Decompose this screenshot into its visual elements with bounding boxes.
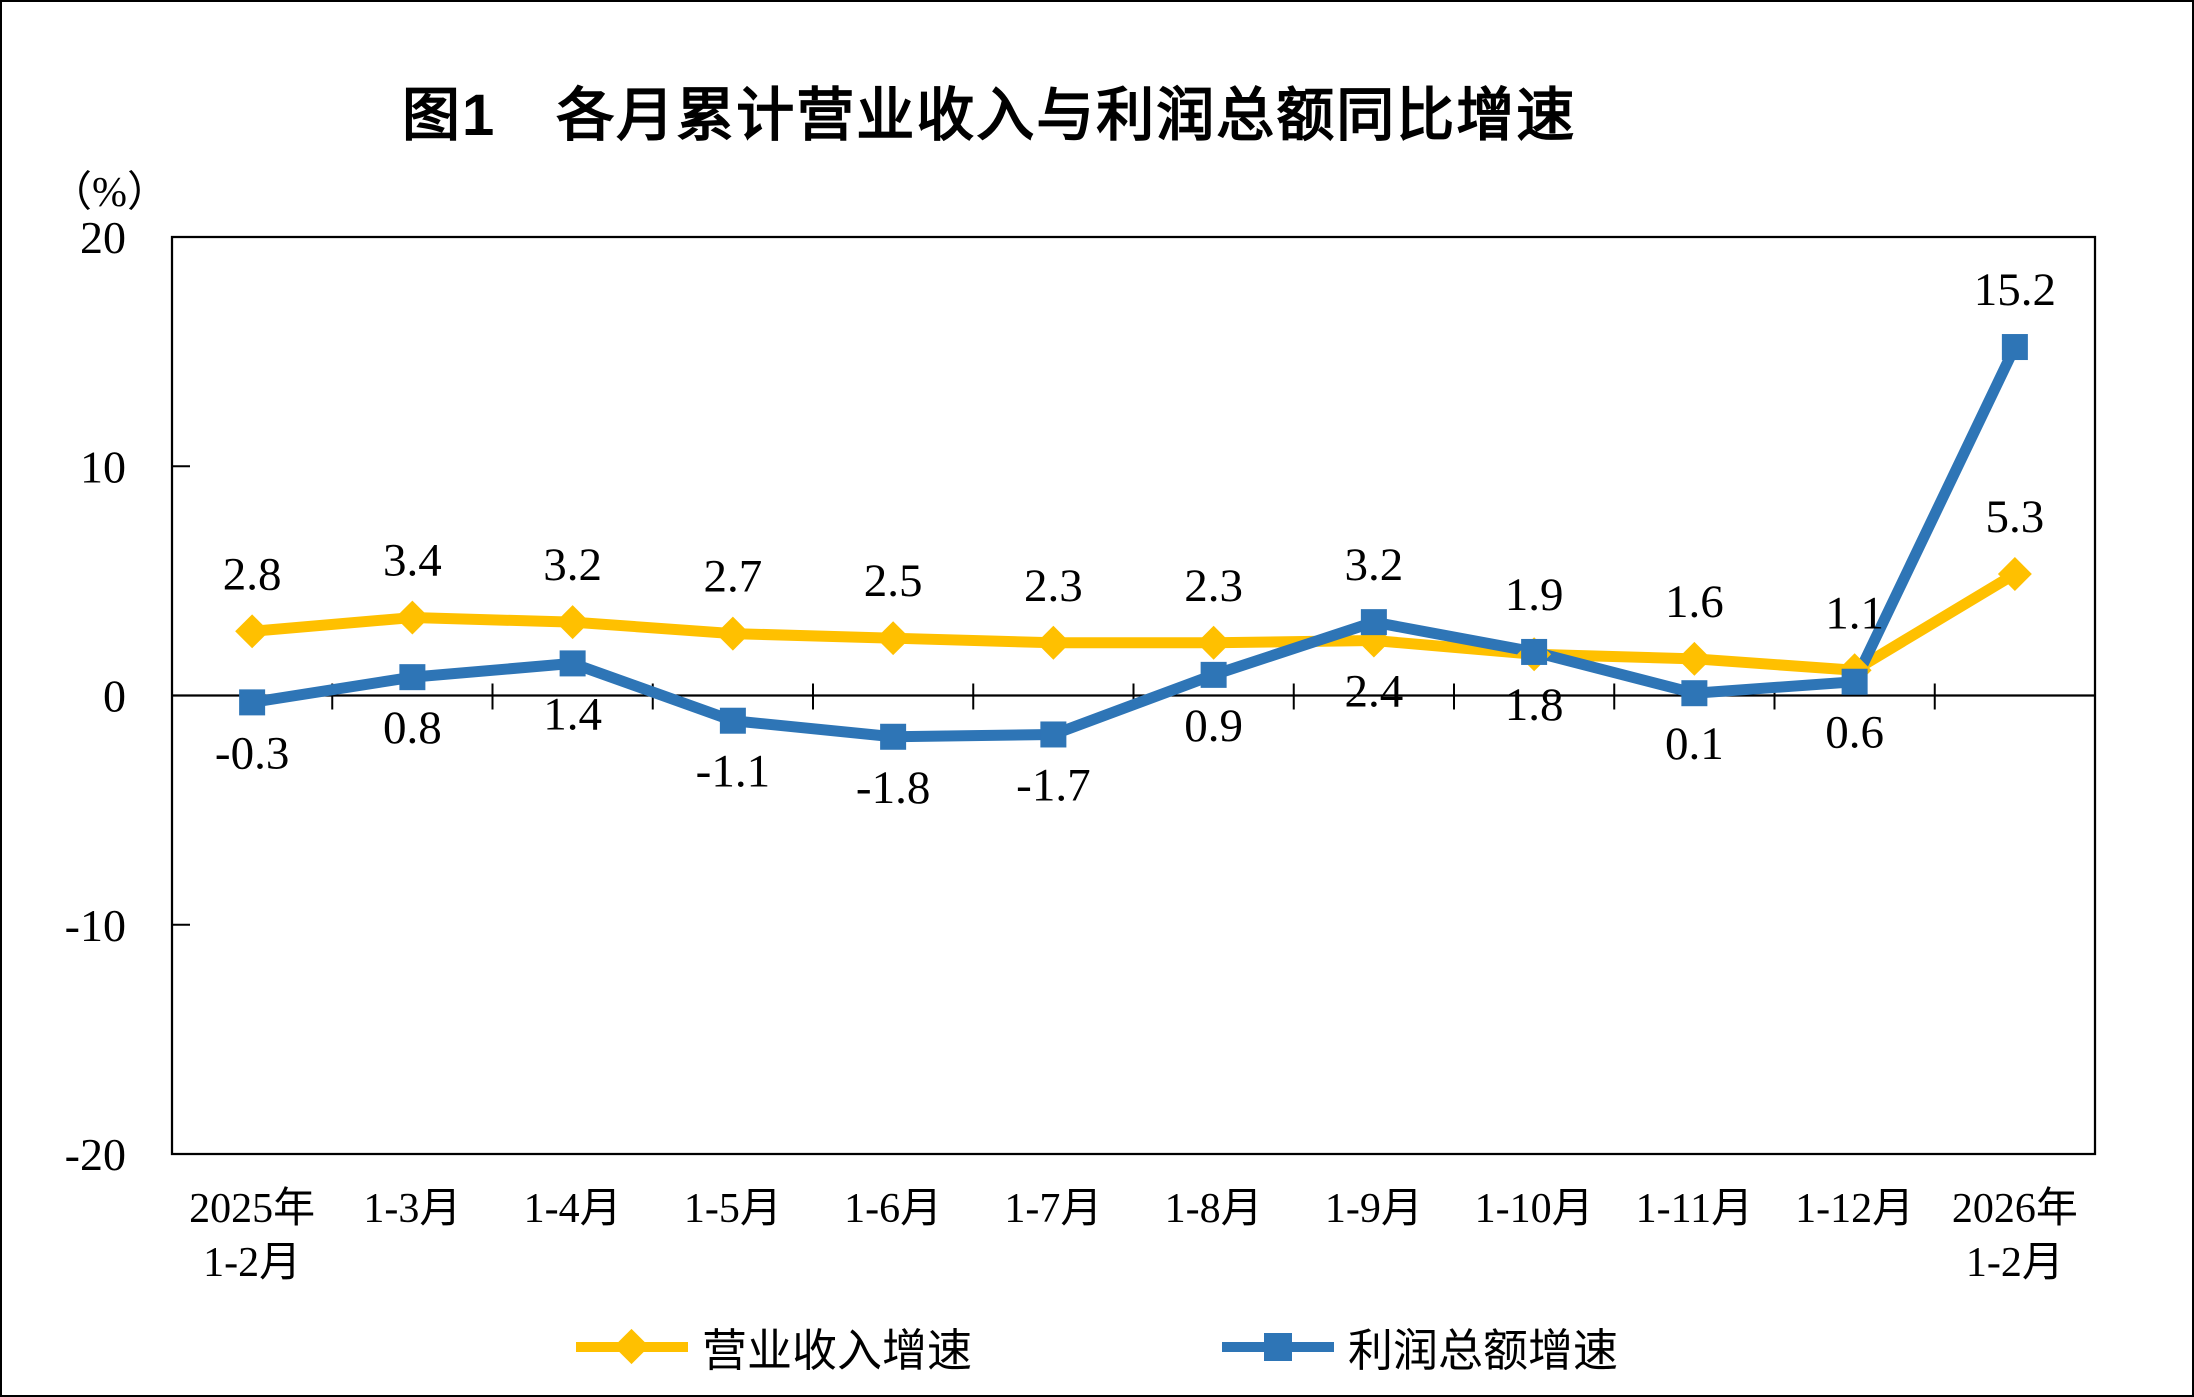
profit-growth-marker	[1521, 638, 1548, 665]
x-tick-label: 1-10月	[1475, 1186, 1594, 1232]
y-tick-label: -20	[65, 1129, 126, 1180]
revenue-growth-marker	[1997, 557, 2032, 591]
revenue-growth-data-label: 5.3	[1986, 491, 2045, 543]
x-tick-label: 1-9月	[1325, 1186, 1423, 1232]
revenue-growth-marker	[1677, 641, 1712, 676]
profit-growth-data-label: -1.8	[856, 762, 930, 814]
revenue-growth-data-label: 1.1	[1825, 587, 1884, 639]
legend: 营业收入增速 利润总额增速	[2, 1314, 2192, 1379]
revenue-growth-data-label: 1.6	[1665, 576, 1724, 628]
x-tick-label: 1-7月	[1004, 1186, 1102, 1232]
diamond-marker-icon	[613, 1328, 650, 1364]
y-tick-label: 20	[80, 212, 126, 263]
revenue-growth-marker	[876, 621, 911, 656]
legend-item-profit-growth: 利润总额增速	[1222, 1314, 1618, 1379]
profit-growth-marker	[1681, 680, 1708, 707]
legend-label-revenue-growth: 营业收入增速	[701, 1326, 972, 1376]
profit-growth-marker	[880, 723, 907, 750]
revenue-growth-marker	[715, 616, 750, 651]
y-axis-unit-label: （%）	[50, 170, 169, 216]
profit-growth-marker	[2001, 334, 2028, 361]
x-tick-label: 1-2月	[203, 1240, 301, 1286]
profit-growth-data-label: -0.3	[215, 727, 289, 779]
revenue-growth-data-label: 2.5	[864, 555, 923, 607]
revenue-growth-data-label: 3.4	[383, 535, 442, 587]
profit-growth-marker	[719, 707, 746, 734]
revenue-growth-data-label: 2.3	[1184, 560, 1243, 612]
square-marker-icon	[1264, 1332, 1292, 1361]
profit-growth-line	[246, 341, 2021, 743]
revenue-growth-marker	[555, 605, 590, 640]
profit-growth-data-label: 0.1	[1665, 718, 1724, 770]
x-tick-label: 1-11月	[1636, 1186, 1753, 1232]
profit-growth-marker	[1200, 661, 1227, 688]
profit-growth-marker	[1040, 721, 1067, 748]
revenue-growth-marker	[1196, 625, 1231, 660]
x-tick-label: 1-3月	[363, 1186, 461, 1232]
revenue-growth-data-label: 1.8	[1505, 679, 1564, 731]
profit-growth-data-label: 15.2	[1974, 264, 2056, 316]
revenue-growth-data-label: 2.8	[223, 548, 282, 600]
profit-growth-marker	[239, 689, 266, 716]
y-tick-label: -10	[65, 900, 126, 951]
y-tick-label: 0	[103, 671, 126, 722]
profit-growth-marker	[399, 664, 426, 691]
x-tick-label: 2025年	[189, 1185, 315, 1232]
profit-growth-data-label: 0.6	[1825, 707, 1884, 759]
x-tick-label: 1-6月	[844, 1186, 942, 1232]
revenue-growth-data-label: 3.2	[543, 539, 602, 591]
profit-growth-data-label: 1.9	[1505, 569, 1564, 621]
revenue-growth-data-label: 2.4	[1345, 665, 1404, 717]
revenue-growth-marker	[235, 614, 270, 649]
revenue-growth-marker-sample	[575, 1328, 688, 1365]
x-tick-label: 2026年	[1952, 1185, 2078, 1232]
profit-growth-data-label: -1.1	[696, 746, 770, 798]
y-tick-label: 10	[80, 441, 126, 492]
x-tick-label: 1-12月	[1795, 1186, 1914, 1232]
revenue-growth-data-label: 2.7	[704, 551, 763, 603]
revenue-growth-data-label: 2.3	[1024, 560, 1083, 612]
profit-growth-data-label: 1.4	[543, 688, 602, 740]
x-tick-label: 1-4月	[524, 1186, 622, 1232]
profit-growth-data-label: 0.9	[1184, 700, 1243, 752]
x-tick-label: 1-2月	[1966, 1240, 2064, 1286]
profit-growth-marker-sample	[1222, 1329, 1334, 1365]
legend-label-profit-growth: 利润总额增速	[1348, 1326, 1619, 1376]
chart-title: 图1 各月累计营业收入与利润总额同比增速	[402, 83, 1577, 148]
profit-growth-marker	[1841, 668, 1868, 695]
revenue-growth-marker	[1036, 625, 1071, 660]
profit-growth-data-label: 3.2	[1345, 539, 1404, 591]
profit-growth-data-label: 0.8	[383, 702, 442, 754]
x-tick-label: 1-8月	[1165, 1186, 1263, 1232]
x-tick-label: 1-5月	[684, 1186, 782, 1232]
revenue-growth-line	[246, 568, 2021, 676]
revenue-growth-marker	[395, 600, 430, 635]
profit-growth-marker	[559, 650, 586, 677]
legend-item-revenue-growth: 营业收入增速	[575, 1314, 972, 1379]
profit-growth-marker	[1360, 609, 1387, 636]
profit-growth-data-label: -1.7	[1016, 759, 1090, 811]
